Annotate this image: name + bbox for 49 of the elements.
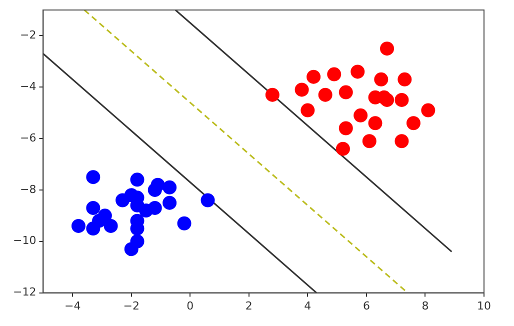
x-tick-label: −2 (123, 299, 140, 312)
point (380, 92, 394, 107)
point (394, 92, 409, 107)
point (350, 64, 365, 79)
y-tick-label: −8 (20, 182, 36, 196)
point (130, 172, 144, 187)
point (116, 193, 130, 208)
point (265, 88, 280, 102)
y-tick-label: −4 (20, 80, 36, 93)
point (406, 116, 420, 130)
point (124, 242, 138, 256)
x-tick-label: 0 (186, 299, 194, 312)
x-tick-label: 6 (362, 299, 370, 312)
x-tick-label: 4 (304, 299, 312, 312)
y-tick-label: −10 (12, 234, 36, 248)
point (71, 218, 86, 233)
point (338, 121, 353, 136)
point (139, 204, 154, 218)
point (86, 222, 100, 236)
point (162, 196, 177, 210)
point (300, 103, 315, 118)
point (327, 67, 342, 82)
point (354, 108, 368, 122)
point (398, 72, 412, 86)
y-tick-label: −12 (12, 286, 36, 299)
point (86, 200, 100, 215)
point (318, 88, 332, 102)
point (104, 218, 118, 233)
point (148, 182, 162, 197)
point (362, 134, 376, 148)
point (200, 193, 215, 208)
point (306, 70, 321, 84)
point (374, 72, 388, 86)
y-tick-label: −2 (20, 28, 36, 42)
x-tick-label: 2 (245, 299, 252, 312)
x-tick-label: 10 (477, 299, 491, 312)
y-tick-label: −6 (20, 131, 36, 144)
point (421, 103, 436, 118)
point (368, 116, 382, 130)
point (338, 85, 353, 100)
point (162, 180, 177, 194)
point (394, 134, 409, 148)
x-tick-label: −4 (64, 299, 81, 312)
point (294, 82, 309, 97)
point (380, 42, 394, 56)
point (336, 142, 350, 156)
x-tick-label: 8 (422, 299, 429, 312)
point (86, 170, 100, 184)
point (177, 216, 192, 230)
